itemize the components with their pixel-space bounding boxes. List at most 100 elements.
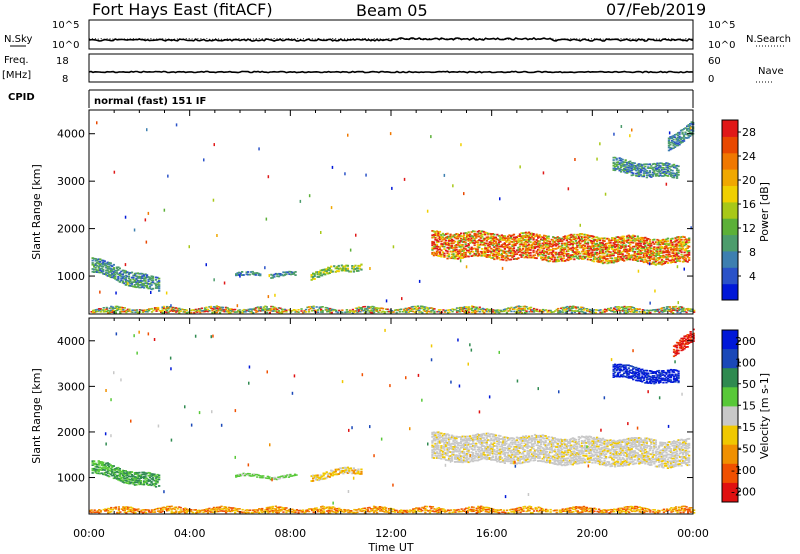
echo-cell <box>674 261 677 264</box>
echo-cell <box>312 474 315 477</box>
echo-cell <box>562 255 565 257</box>
echo-cell <box>424 308 427 310</box>
echo-cell <box>605 310 608 312</box>
echo-cell <box>490 233 493 235</box>
echo-cell <box>653 254 656 257</box>
noise-right-tick-bottom: 10^0 <box>708 40 735 51</box>
echo-cell <box>518 235 522 237</box>
echo-cell <box>598 258 602 261</box>
echo-cell <box>669 146 672 149</box>
echo-cell <box>512 236 516 239</box>
echo-cell <box>662 251 665 254</box>
echo-cell <box>580 461 584 464</box>
echo-cell <box>460 450 463 453</box>
power-echo-layer <box>90 121 696 314</box>
echo-cell <box>120 306 123 309</box>
echo-cell <box>461 439 464 442</box>
echo-cell <box>582 436 585 438</box>
echo-cell <box>574 462 577 465</box>
echo-cell <box>485 447 488 450</box>
echo-cell <box>675 173 679 176</box>
echo-cell <box>663 171 667 173</box>
echo-cell <box>456 242 460 244</box>
echo-cell <box>499 235 502 238</box>
echo-cell <box>115 267 118 270</box>
echo-cell <box>338 309 341 312</box>
echo-cell <box>458 255 461 258</box>
echo-cell <box>466 235 469 238</box>
echo-cell <box>499 310 502 313</box>
echo-cell <box>315 311 318 313</box>
echo-cell <box>352 268 355 271</box>
echo-cell <box>568 461 571 464</box>
echo-cell <box>141 473 144 476</box>
echo-cell <box>595 239 599 241</box>
echo-cell <box>526 244 529 247</box>
echo-cell <box>553 247 556 250</box>
echo-cell <box>340 471 343 474</box>
echo-cell <box>629 235 632 238</box>
echo-cell <box>105 306 108 309</box>
echo-cell <box>535 434 538 437</box>
echo-cell <box>103 264 106 266</box>
echo-cell <box>500 460 503 463</box>
echo-cell <box>671 250 674 253</box>
echo-cell <box>511 439 514 442</box>
echo-cell <box>476 240 479 242</box>
echo-cell <box>623 169 626 171</box>
echo-cell <box>313 476 316 479</box>
echo-cell <box>570 459 573 462</box>
echo-cell <box>443 238 446 241</box>
echo-cell <box>559 240 562 242</box>
echo-cell <box>532 309 536 312</box>
echo-cell <box>592 258 596 260</box>
echo-cell <box>491 239 494 242</box>
echo-cell <box>343 269 346 272</box>
echo-cell <box>582 440 585 443</box>
echo-cell <box>469 460 472 463</box>
echo-cell <box>567 254 570 257</box>
echo-cell <box>450 445 454 448</box>
echo-cell <box>487 254 490 256</box>
echo-cell <box>505 460 508 462</box>
echo-cell <box>123 269 126 272</box>
echo-cell <box>542 171 545 175</box>
echo-cell <box>659 256 662 259</box>
echo-cell <box>368 311 371 313</box>
echo-cell <box>105 266 108 269</box>
echo-cell <box>446 237 449 239</box>
echo-cell <box>509 240 513 243</box>
echo-cell <box>682 128 686 130</box>
echo-cell <box>135 309 139 311</box>
echo-cell <box>463 232 466 235</box>
echo-cell <box>665 164 668 167</box>
echo-cell <box>97 470 100 473</box>
echo-cell <box>520 235 523 238</box>
echo-cell <box>661 311 664 313</box>
echo-cell <box>591 259 594 262</box>
echo-cell <box>494 434 497 437</box>
echo-cell <box>470 246 473 249</box>
echo-cell <box>315 271 318 274</box>
echo-cell <box>677 241 680 244</box>
echo-cell <box>626 239 629 242</box>
echo-cell <box>636 164 639 167</box>
echo-cell <box>577 235 580 238</box>
echo-cell <box>264 309 267 311</box>
echo-cell <box>687 130 690 132</box>
echo-cell <box>583 458 587 461</box>
echo-cell <box>526 447 529 450</box>
echo-cell <box>598 257 602 259</box>
echo-cell <box>635 172 638 175</box>
echo-cell <box>479 234 482 237</box>
echo-cell <box>465 307 468 310</box>
echo-cell <box>481 235 484 238</box>
echo-cell <box>565 242 568 245</box>
echo-cell <box>644 254 647 257</box>
echo-cell <box>683 249 686 251</box>
echo-cell <box>148 483 152 486</box>
echo-cell <box>438 230 442 233</box>
echo-cell <box>544 238 547 240</box>
echo-cell <box>521 248 525 250</box>
echo-cell <box>136 472 140 474</box>
